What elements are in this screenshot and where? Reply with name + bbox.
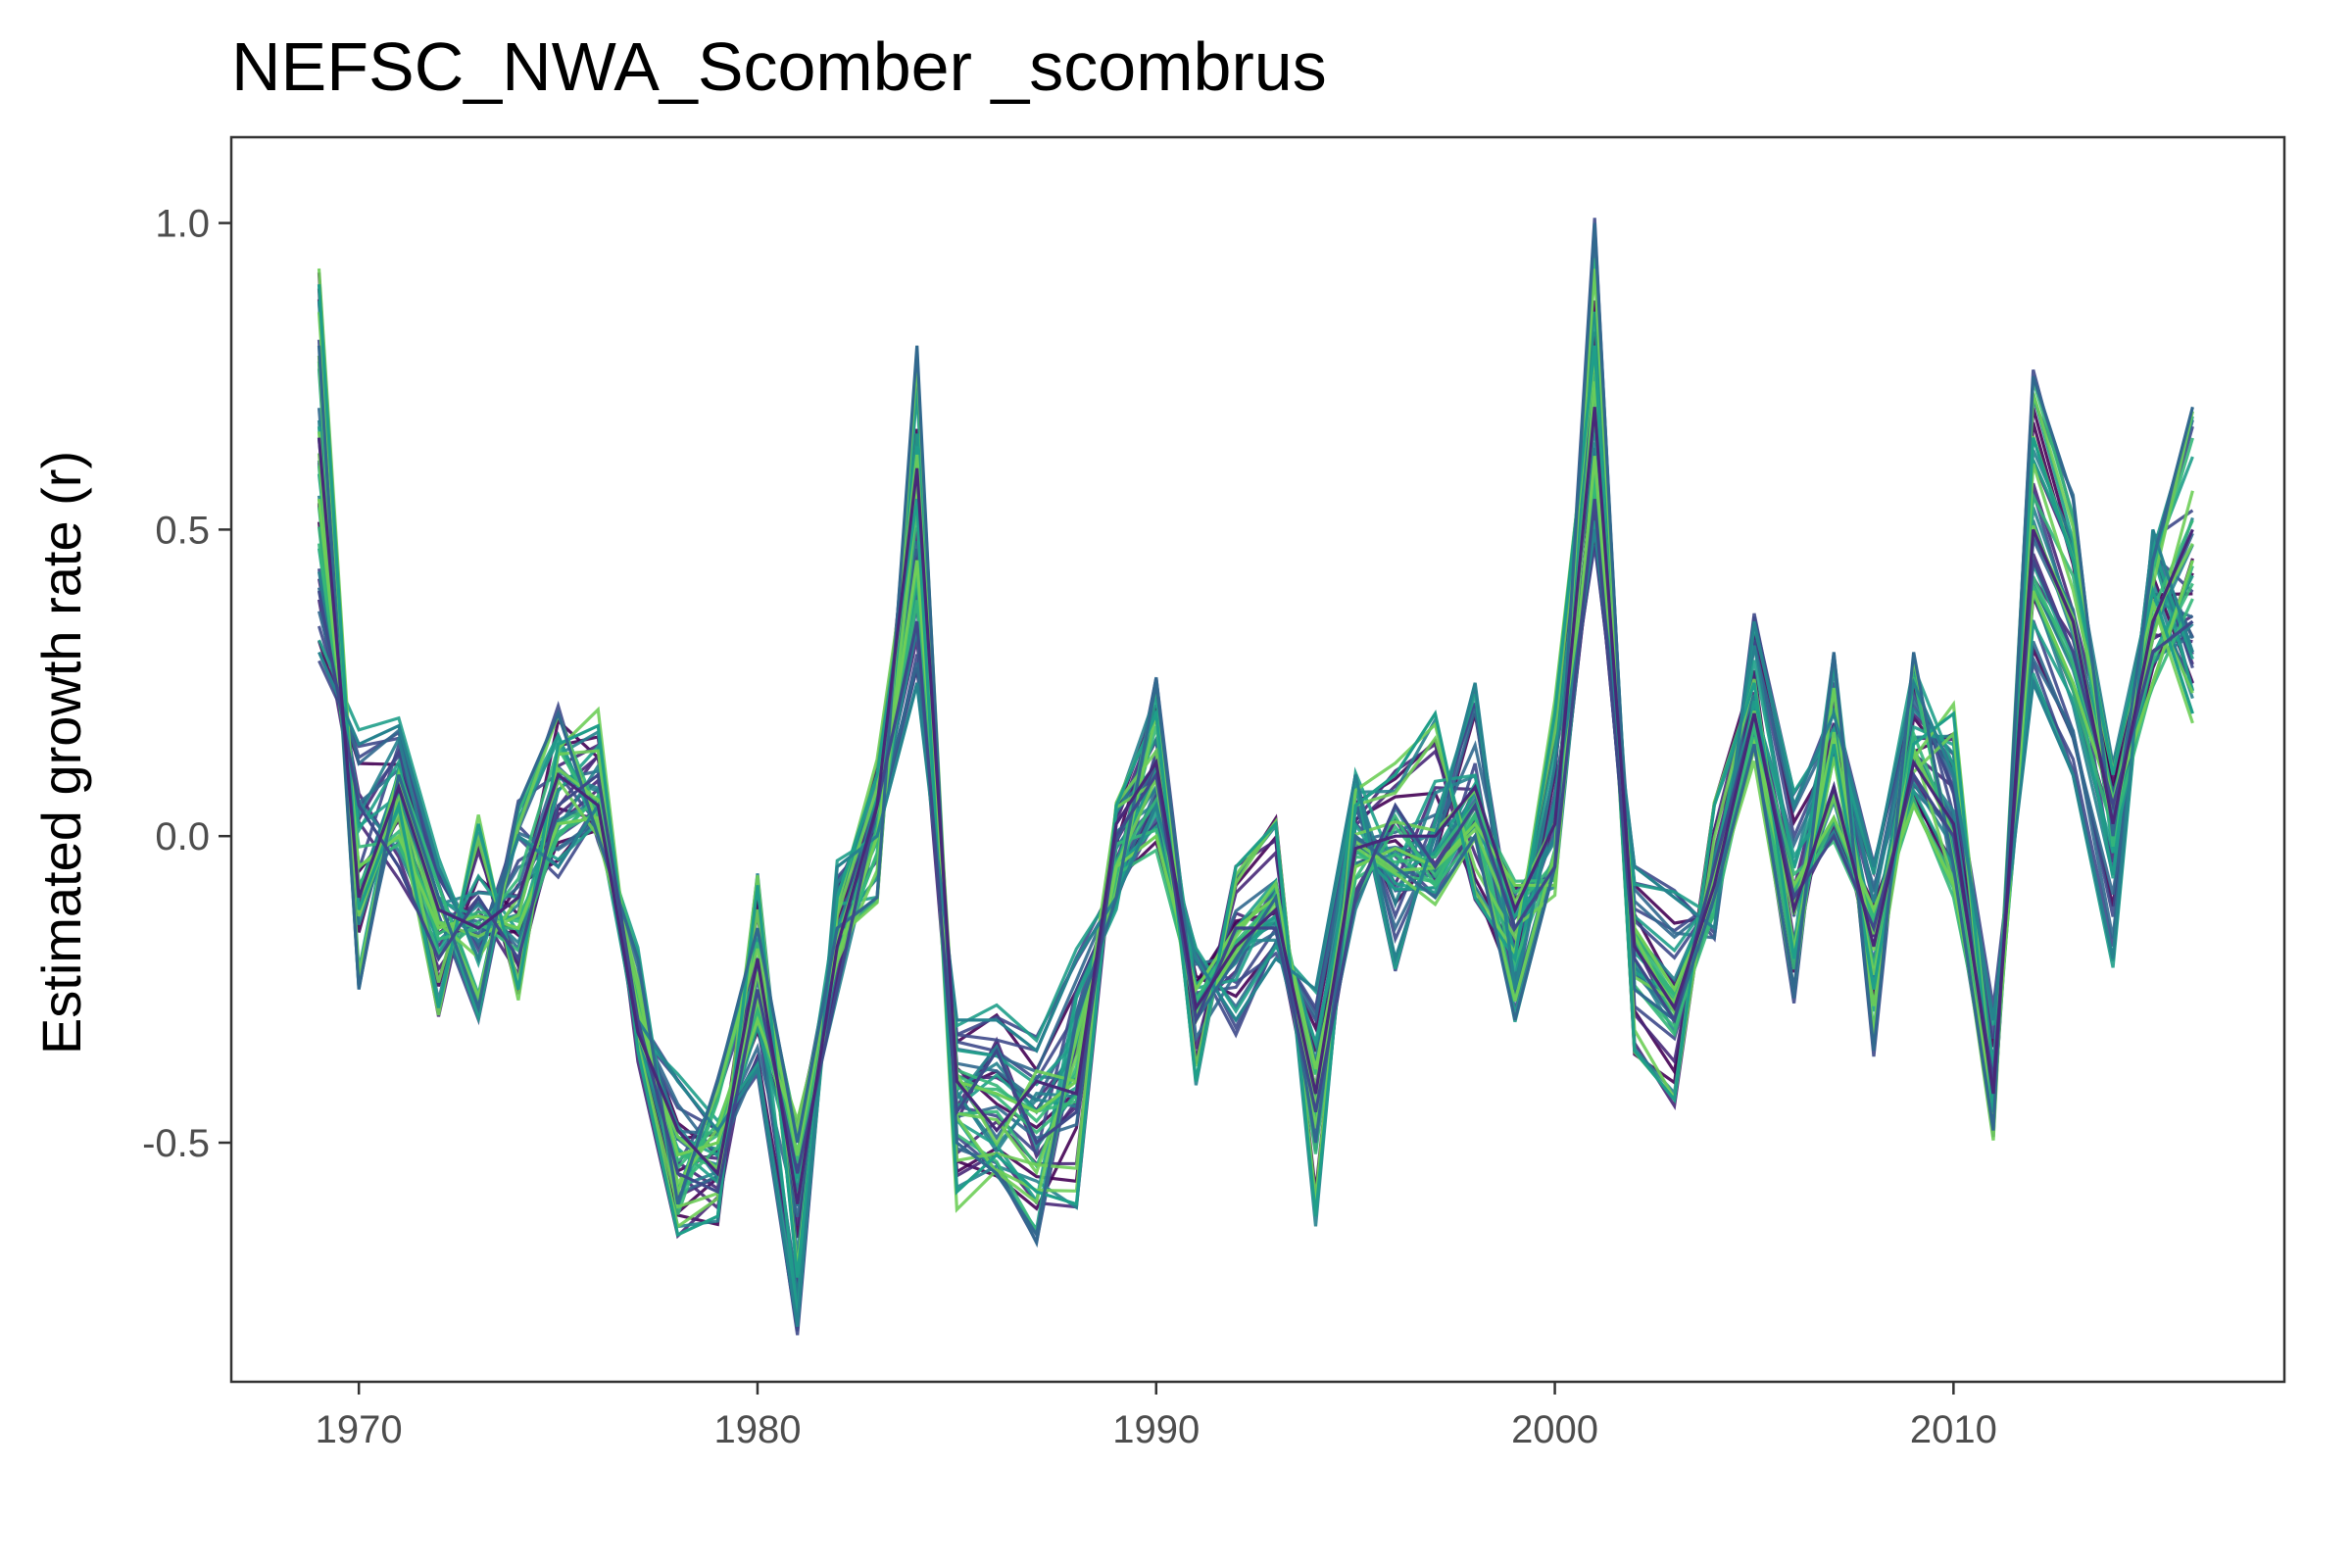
x-tick-label: 1970 xyxy=(316,1408,403,1451)
ensemble-series-line xyxy=(317,539,2194,1292)
y-tick-label: 0.0 xyxy=(155,815,210,858)
x-tick-label: 2000 xyxy=(1511,1408,1598,1451)
chart-title: NEFSC_NWA_Scomber _scombrus xyxy=(231,28,1327,105)
y-tick-label: -0.5 xyxy=(142,1122,210,1165)
series-lines xyxy=(317,218,2194,1336)
ensemble-series-line xyxy=(317,442,2194,1298)
ensemble-series-line xyxy=(317,492,2194,1306)
y-tick-label: 1.0 xyxy=(155,203,210,246)
series-line xyxy=(317,407,2194,1204)
ensemble-series-line xyxy=(317,468,2194,1291)
plot-panel xyxy=(229,135,2286,1384)
x-tick-label: 2010 xyxy=(1910,1408,1997,1451)
x-tick-label: 1980 xyxy=(713,1408,801,1451)
y-tick-label: 0.5 xyxy=(155,509,210,552)
x-axis: 1970 1980 1990 2000 2010 xyxy=(316,1382,1997,1451)
y-axis: -0.5 0.0 0.5 1.0 xyxy=(142,203,231,1165)
ensemble-series-line xyxy=(317,416,2194,1315)
y-axis-label: Estimated growth rate (r) xyxy=(30,451,92,1054)
x-tick-label: 1990 xyxy=(1112,1408,1200,1451)
